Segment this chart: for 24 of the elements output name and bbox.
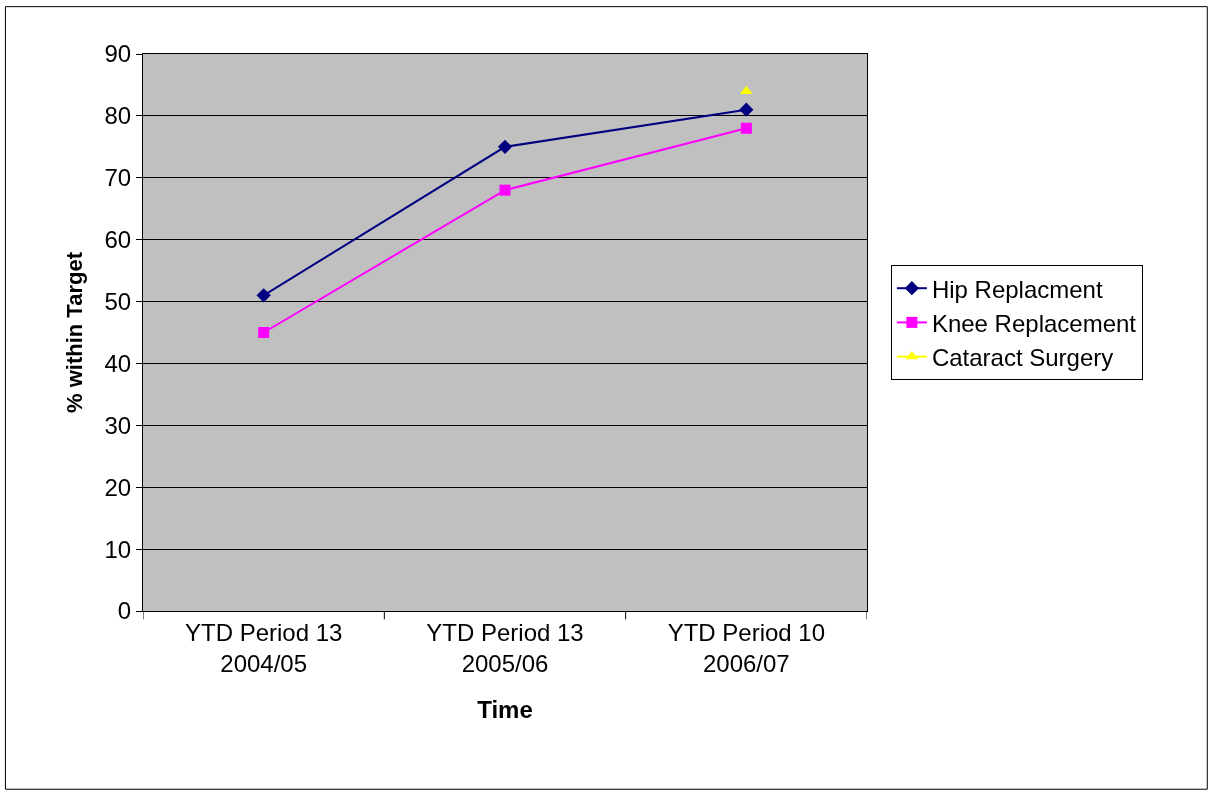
x-tick-label: YTD Period 10 2006/07 — [667, 618, 826, 677]
y-tick-label: 40 — [104, 349, 132, 377]
point — [739, 102, 754, 117]
point — [256, 288, 271, 303]
point — [499, 184, 511, 196]
point — [497, 139, 513, 154]
y-tick-label: 50 — [104, 287, 132, 315]
y-tick-label: 90 — [104, 40, 132, 68]
y-tick-label: 60 — [104, 226, 132, 254]
y-tick-label: 20 — [104, 473, 132, 501]
x-tick-label: YTD Period 13 2004/05 — [184, 618, 343, 677]
y-tick-label: 10 — [104, 535, 132, 563]
y-tick-label: 30 — [104, 411, 132, 439]
legend-label: Hip Replacment — [931, 275, 1103, 303]
y-axis-title: % within Target — [62, 251, 88, 413]
point — [258, 327, 270, 338]
legend-label: Cataract Surgery — [931, 343, 1114, 371]
x-axis-title: Time — [477, 696, 533, 724]
y-tick-label: 0 — [117, 597, 132, 625]
y-tick-label: 80 — [104, 102, 132, 130]
y-tick-label: 70 — [104, 164, 132, 192]
x-tick-label: YTD Period 13 2005/06 — [426, 618, 584, 677]
legend-label: Knee Replacement — [931, 309, 1137, 337]
point — [740, 122, 752, 134]
